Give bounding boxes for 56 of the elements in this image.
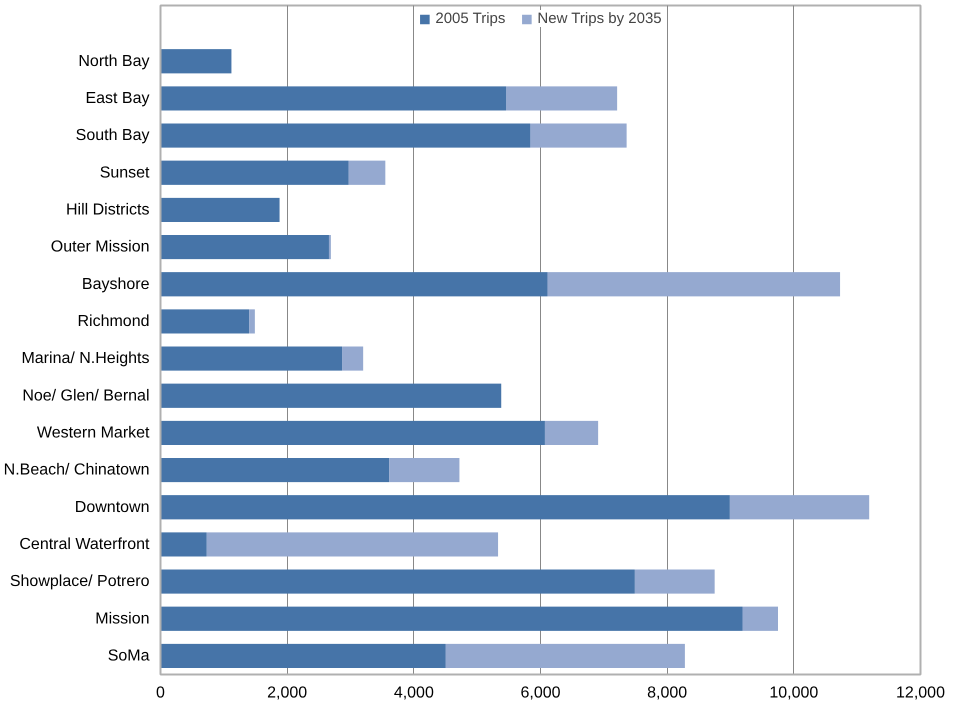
bar	[160, 160, 349, 185]
y-tick-label: Sunset	[100, 164, 150, 182]
bar	[160, 49, 232, 74]
bar	[160, 532, 207, 556]
y-tick-label: North Bay	[78, 52, 150, 70]
y-tick-label: Noe/ Glen/ Bernal	[22, 387, 150, 404]
bar	[249, 309, 255, 334]
bar	[389, 458, 460, 482]
bar	[348, 160, 386, 185]
bar	[547, 272, 840, 296]
bar	[160, 606, 743, 631]
bar	[160, 346, 342, 371]
y-tick-label: Mission	[95, 610, 150, 628]
bar	[742, 606, 778, 631]
bar	[634, 570, 715, 594]
x-tick-label: 2,000	[267, 684, 308, 702]
y-tick-label: Downtown	[74, 498, 150, 516]
y-tick-label: Bayshore	[82, 276, 150, 293]
y-tick-label: SoMa	[108, 647, 150, 664]
x-tick-label: 4,000	[394, 684, 434, 702]
legend-label: New Trips by 2035	[537, 10, 662, 27]
bar	[530, 124, 627, 148]
bar	[160, 570, 635, 594]
y-tick-label: Showplace/ Potrero	[10, 573, 150, 590]
bar	[206, 532, 498, 556]
x-tick-label: 0	[156, 684, 166, 702]
y-tick-label: Outer Mission	[50, 238, 150, 256]
bar	[544, 420, 598, 445]
bar	[446, 644, 685, 668]
bar	[160, 458, 390, 482]
y-tick-label: Central Waterfront	[19, 536, 150, 553]
y-tick-label: Western Market	[36, 424, 150, 442]
x-tick-label: 10,000	[769, 684, 818, 702]
bar	[730, 495, 870, 520]
bar	[342, 346, 364, 371]
x-tick-label: 8,000	[647, 684, 688, 702]
bar	[160, 384, 502, 408]
y-tick-label: Hill Districts	[66, 201, 150, 218]
y-tick-label: Richmond	[77, 312, 150, 330]
x-tick-label: 6,000	[520, 684, 561, 702]
bar	[160, 495, 730, 520]
y-tick-label: South Bay	[76, 127, 150, 144]
bar	[160, 309, 250, 334]
legend-label: 2005 Trips	[435, 10, 506, 27]
x-tick-label: 12,000	[896, 684, 946, 702]
y-tick-label: East Bay	[85, 90, 150, 107]
bar	[160, 420, 545, 445]
bar	[160, 86, 506, 110]
bar	[160, 235, 329, 260]
bar	[160, 644, 446, 668]
bar	[506, 86, 618, 110]
y-tick-label: Marina/ N.Heights	[21, 350, 150, 368]
bar	[160, 124, 530, 148]
bar	[160, 198, 280, 222]
bar	[160, 272, 548, 296]
y-tick-label: N.Beach/ Chinatown	[4, 462, 150, 479]
